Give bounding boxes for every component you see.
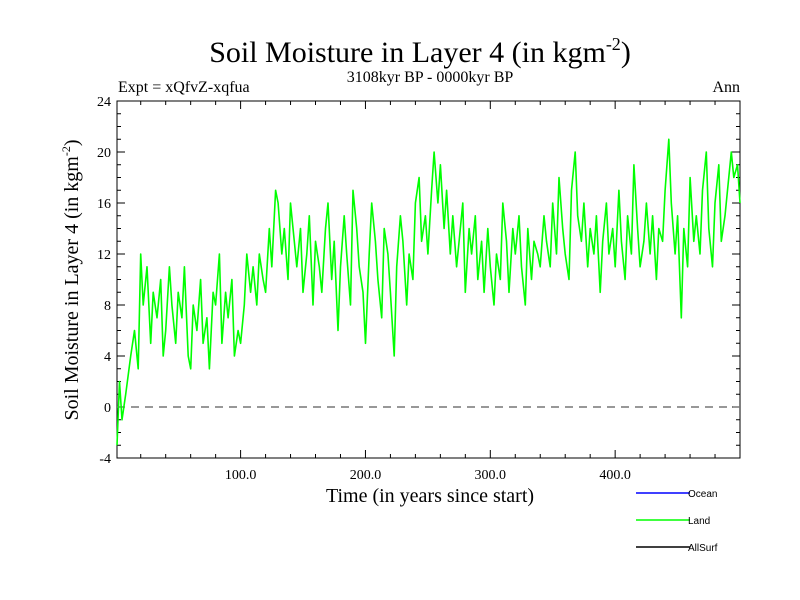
y-axis-label-superscript: -2 [59, 146, 73, 156]
chart-title-close: ) [621, 36, 631, 69]
y-tick-label: 12 [97, 248, 111, 263]
y-axis-label-close: ) [61, 139, 83, 146]
y-tick-label: 8 [104, 299, 111, 314]
experiment-label: Expt = xQfvZ-xqfua [118, 79, 250, 96]
x-tick-label: 300.0 [475, 468, 507, 483]
y-axis-label: Soil Moisture in Layer 4 (in kgm-2) [59, 139, 83, 420]
x-axis: 100.0 200.0 300.0 400.0 [140, 101, 716, 483]
series-group [116, 138, 741, 446]
x-tick-label: 200.0 [350, 468, 382, 483]
x-axis-label: Time (in years since start) [326, 485, 534, 507]
x-tick-label: 400.0 [599, 468, 631, 483]
chart-title: Soil Moisture in Layer 4 (in kgm-2) [209, 34, 631, 69]
plot-frame [116, 100, 741, 459]
y-tick-label: -4 [99, 452, 111, 467]
chart-subtitle: 3108kyr BP - 0000kyr BP [347, 69, 514, 86]
y-tick-label: 20 [97, 146, 111, 161]
y-tick-label: 16 [97, 197, 111, 212]
legend-label-land: Land [688, 516, 710, 527]
legend-label-ocean: Ocean [688, 489, 717, 500]
y-tick-label: 4 [104, 350, 111, 365]
y-tick-label: 0 [104, 401, 111, 416]
series-line-land [116, 138, 741, 446]
legend-label-allsurf: AllSurf [688, 543, 718, 554]
y-axis: -4 0 4 8 12 16 20 24 [97, 95, 740, 467]
x-tick-label: 100.0 [225, 468, 257, 483]
legend: Ocean Land AllSurf [636, 489, 718, 554]
season-label: Ann [712, 79, 740, 96]
chart-title-superscript: -2 [606, 34, 621, 54]
y-tick-label: 24 [97, 95, 111, 110]
